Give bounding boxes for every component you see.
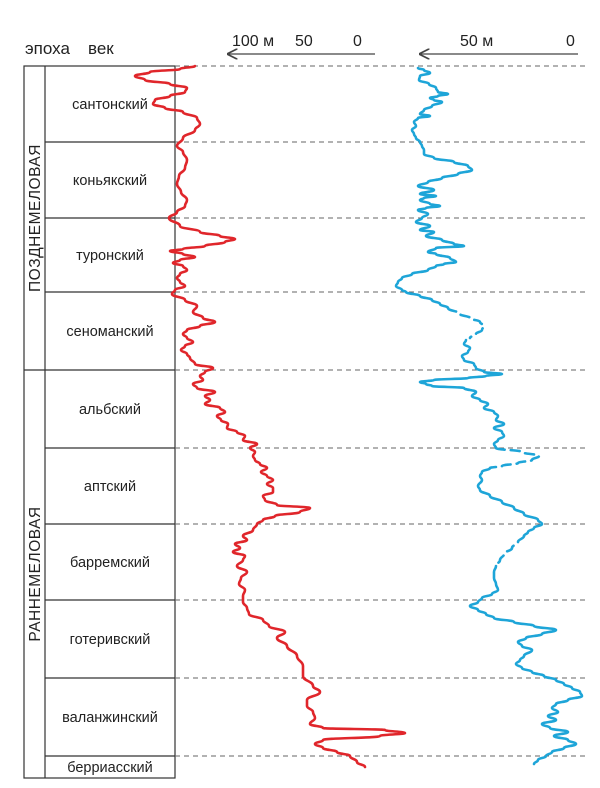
blue-curve-segment <box>494 534 526 568</box>
age-label: аптский <box>84 479 136 495</box>
red-curve-segment <box>133 64 407 769</box>
red-axis: 100 м 50 0 <box>228 33 375 54</box>
blue-tick-50: 50 м <box>460 33 493 50</box>
blue-axis: 50 м 0 <box>420 33 578 54</box>
strat-table <box>23 65 176 779</box>
age-label: барремский <box>70 555 150 571</box>
blue-curve-segment <box>446 306 486 340</box>
header-epoch: эпоха <box>25 39 70 58</box>
blue-curve-segment <box>394 66 474 310</box>
blue-curve-segment <box>488 446 541 470</box>
age-label: сантонский <box>72 97 148 113</box>
age-label: готеривский <box>70 632 151 648</box>
blue-curve-segment <box>418 338 506 450</box>
red-tick-100: 100 м <box>232 33 274 50</box>
red-tick-0: 0 <box>353 33 362 50</box>
blue-curve-segment <box>476 466 544 538</box>
age-label: альбский <box>79 402 141 418</box>
epoch-label: РАННЕМЕЛОВАЯ <box>27 506 44 641</box>
age-labels: сантонский коньякский туронский сеноманский… <box>62 97 158 776</box>
header-age: век <box>88 39 114 58</box>
age-boundaries <box>24 65 585 757</box>
blue-curve-segment <box>468 564 584 766</box>
red-tick-50: 50 <box>295 33 313 50</box>
curves <box>133 64 584 769</box>
age-label: сеноманский <box>66 324 153 340</box>
age-label: коньякский <box>73 173 147 189</box>
epoch-label: ПОЗДНЕМЕЛОВАЯ <box>27 144 44 292</box>
age-label: туронский <box>76 248 144 264</box>
age-label: берриасский <box>67 760 153 776</box>
blue-tick-0: 0 <box>566 33 575 50</box>
age-label: валанжинский <box>62 710 158 726</box>
epoch-labels: ПОЗДНЕМЕЛОВАЯ РАННЕМЕЛОВАЯ <box>27 144 44 642</box>
